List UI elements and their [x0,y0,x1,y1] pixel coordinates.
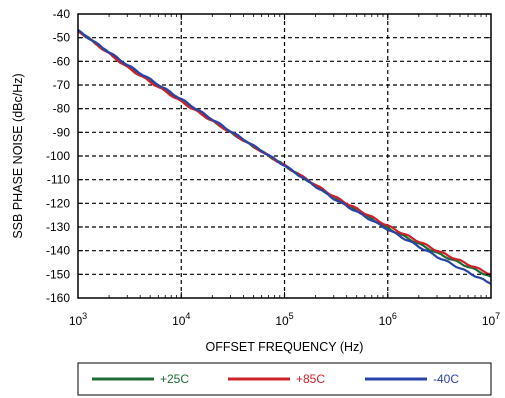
y-tick-label: -150 [46,267,70,281]
y-tick-label: -60 [53,54,71,68]
x-tick-label: 105 [275,311,293,328]
series-line-40c [77,28,492,285]
x-tick-exponent: 6 [392,311,397,321]
x-tick-exponent: 4 [185,311,190,321]
x-tick-base: 10 [275,314,289,328]
x-tick-label: 107 [482,311,500,328]
legend-label: -40C [433,372,459,386]
y-tick-label: -110 [47,173,70,187]
y-tick-label: -70 [53,78,71,92]
x-tick-label: 104 [172,311,190,328]
series-lines [77,28,492,285]
grid-lines [78,14,491,298]
x-tick-exponent: 7 [495,311,500,321]
y-tick-label: -160 [46,291,70,305]
y-tick-label: -120 [46,196,70,210]
y-tick-label: -80 [53,102,71,116]
axis-ticks [77,13,492,299]
y-tick-label: -140 [46,244,70,258]
x-tick-exponent: 5 [289,311,294,321]
legend-entries: +25C +85C -40C [92,372,459,386]
x-tick-label: 106 [379,311,397,328]
legend-label: +85C [296,372,325,386]
y-tick-label: -40 [53,7,71,21]
y-tick-label: -90 [53,125,71,139]
y-tick-labels: -40 -50 -60 -70 -80 -90 -100 -110 -120 -130 -140 -1… [46,7,70,305]
y-axis-title: SSB PHASE NOISE (dBc/Hz) [11,73,25,238]
x-tick-base: 10 [172,314,186,328]
x-tick-base: 10 [482,314,496,328]
legend-label: +25C [160,372,189,386]
x-tick-labels: 103 104 105 106 107 [69,311,500,328]
y-tick-label: -130 [46,220,70,234]
x-tick-exponent: 3 [82,311,87,321]
y-tick-label: -50 [53,31,71,45]
x-tick-base: 10 [379,314,393,328]
x-tick-base: 10 [69,314,83,328]
x-axis-title: OFFSET FREQUENCY (Hz) [206,340,364,354]
x-tick-label: 103 [69,311,87,328]
y-tick-label: -100 [46,149,70,163]
